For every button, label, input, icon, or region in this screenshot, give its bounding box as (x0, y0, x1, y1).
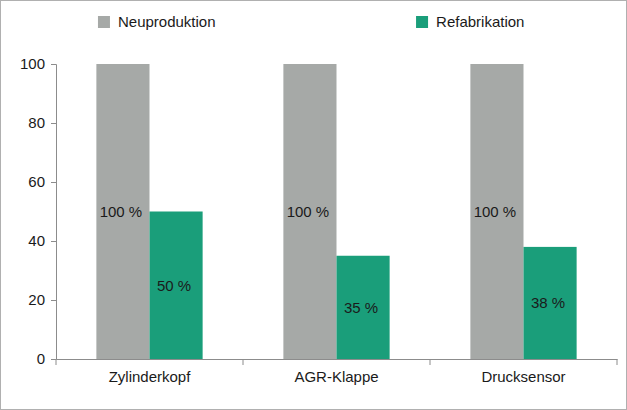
legend-item: Neuproduktion (98, 13, 216, 30)
data-label: 50 % (157, 277, 191, 294)
legend-swatch (98, 16, 110, 28)
plot: 100 % 100 % 100 % 50 % 35 % 38 % 0 20 40 60 80 100 Z… (20, 55, 618, 384)
category-separator (617, 359, 618, 365)
tick-mark (51, 359, 56, 360)
bars (96, 64, 576, 359)
tick-label: 60 (28, 173, 45, 190)
data-labels: 100 % 100 % 100 % 50 % 35 % 38 % (100, 203, 566, 316)
tick-label: AGR-Klappe (294, 368, 378, 385)
bar (470, 64, 523, 359)
legend-label: Neuproduktion (118, 13, 216, 30)
tick-label: 40 (28, 232, 45, 249)
tick-label: 0 (37, 350, 45, 367)
tick: AGR-Klappe (294, 359, 378, 385)
data-label: 38 % (531, 294, 565, 311)
tick-label: 20 (28, 291, 45, 308)
tick: 20 (28, 291, 56, 308)
y-axis: 0 20 40 60 80 100 (20, 55, 57, 367)
bar (150, 212, 203, 360)
tick-label: Drucksensor (481, 368, 565, 385)
axis-line (57, 359, 618, 360)
category-separator (243, 359, 244, 365)
tick-label: 80 (28, 114, 45, 131)
axis-line (51, 65, 57, 360)
bar (96, 64, 149, 359)
tick: 40 (28, 232, 56, 249)
data-label: 100 % (287, 203, 330, 220)
tick-mark (51, 241, 56, 242)
data-label: 100 % (100, 203, 143, 220)
legend-swatch (416, 16, 428, 28)
data-label: 35 % (344, 299, 378, 316)
chart: 100 % 100 % 100 % 50 % 35 % 38 % 0 20 40 60 80 100 Z… (0, 0, 627, 410)
legend: Neuproduktion Refabrikation (98, 13, 524, 30)
x-axis: Zylinderkopf AGR-Klappe Drucksensor (56, 359, 618, 385)
tick-mark (51, 123, 56, 124)
tick: 80 (28, 114, 56, 131)
bar (337, 256, 390, 359)
bar (283, 64, 336, 359)
tick: 60 (28, 173, 56, 190)
frame (1, 1, 627, 410)
category-separator (430, 359, 431, 365)
tick: 0 (37, 350, 56, 367)
tick-label: Zylinderkopf (109, 368, 192, 385)
tick-mark (51, 64, 56, 65)
tick: 100 (20, 55, 56, 72)
tick-mark (51, 182, 56, 183)
tick: Zylinderkopf (109, 359, 192, 385)
tick-mark (51, 300, 56, 301)
legend-label: Refabrikation (436, 13, 524, 30)
bar (524, 247, 577, 359)
tick: Drucksensor (481, 359, 565, 385)
legend-item: Refabrikation (416, 13, 524, 30)
data-label: 100 % (474, 203, 517, 220)
category-separator (56, 359, 57, 365)
tick-label: 100 (20, 55, 45, 72)
